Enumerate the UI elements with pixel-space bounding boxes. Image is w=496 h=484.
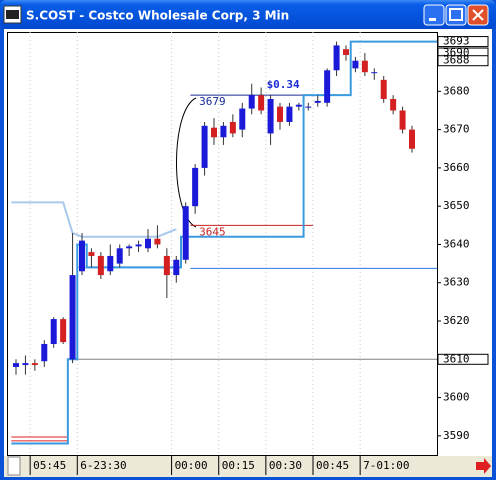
- y-tick-label: 3680: [443, 84, 470, 97]
- x-tick-label: 7-01:00: [363, 459, 409, 472]
- y-tick-label: 3630: [443, 276, 470, 289]
- scroll-arrow[interactable]: [476, 458, 491, 474]
- candle-body: [286, 106, 293, 122]
- candle-body: [371, 72, 378, 74]
- price-marker-label: 3610: [443, 352, 470, 365]
- candle-body: [211, 127, 217, 138]
- candle-body: [41, 343, 48, 362]
- candle-body: [267, 98, 274, 134]
- candle-body: [163, 255, 170, 276]
- candle-body: [135, 244, 142, 247]
- candle-body: [145, 238, 151, 249]
- candle-body: [305, 106, 312, 108]
- candle-body: [399, 110, 406, 130]
- level-label: 3679: [199, 95, 226, 108]
- candle-body: [295, 104, 302, 107]
- candle-body: [277, 106, 283, 122]
- y-tick-label: 3640: [443, 237, 470, 250]
- candle-body: [239, 108, 246, 130]
- annotation: $0.34: [267, 78, 300, 91]
- candle-body: [333, 45, 340, 71]
- candle-body: [31, 363, 38, 366]
- candle-body: [126, 246, 133, 249]
- price-marker-box: [437, 55, 489, 67]
- candle-body: [258, 95, 265, 111]
- candle-body: [116, 248, 123, 264]
- y-tick-label: 3660: [443, 161, 470, 174]
- candle-body: [60, 319, 67, 343]
- x-tick-label: 6-23:30: [80, 459, 126, 472]
- scroll-thumb[interactable]: [7, 456, 21, 476]
- candle-body: [314, 100, 321, 103]
- candle-body: [50, 319, 57, 344]
- level-label: 3645: [199, 225, 226, 238]
- candle-body: [390, 98, 397, 111]
- price-marker-box: [437, 36, 489, 48]
- y-tick-label: 3600: [443, 391, 470, 404]
- title-bar: [0, 0, 496, 29]
- candle-body: [248, 95, 255, 109]
- x-tick-label: 00:00: [175, 459, 208, 472]
- candle-body: [352, 60, 359, 69]
- x-tick-label: 00:30: [269, 459, 302, 472]
- x-tick-label: 00:15: [222, 459, 255, 472]
- candle-body: [343, 49, 349, 55]
- minimize-glyph: [429, 18, 436, 21]
- price-marker-label: 3693: [443, 35, 470, 48]
- candle-body: [409, 129, 415, 149]
- y-tick-label: 3650: [443, 199, 470, 212]
- window-buttons[interactable]: [423, 4, 489, 26]
- candle-body: [229, 121, 236, 134]
- candle-body: [88, 252, 95, 256]
- overlay-line: [11, 40, 437, 445]
- candle-body: [192, 167, 199, 207]
- candle-body: [220, 125, 227, 138]
- price-marker-box: [437, 353, 489, 365]
- y-tick-label: 3590: [443, 429, 470, 442]
- price-marker-label: 3688: [443, 54, 470, 67]
- candle-body: [107, 255, 114, 272]
- candle-body: [79, 240, 85, 272]
- x-axis-strip: [4, 456, 492, 477]
- candle-body: [22, 363, 29, 366]
- candle-body: [361, 60, 368, 73]
- candle-body: [201, 125, 208, 168]
- window-title: S.COST - Costco Wholesale Corp, 3 Min: [26, 9, 289, 23]
- candle-body: [97, 255, 104, 276]
- candle-body: [380, 79, 387, 99]
- y-tick-label: 3670: [443, 123, 470, 136]
- candle-body: [324, 70, 331, 103]
- candle-body: [69, 275, 76, 360]
- close-glyph: [472, 9, 484, 21]
- candle-body: [173, 259, 180, 276]
- candle-body: [154, 238, 161, 245]
- x-tick-label: 05:45: [33, 459, 66, 472]
- maximize-glyph: [449, 8, 463, 21]
- minimize-button[interactable]: [423, 4, 445, 26]
- x-tick-label: 00:45: [316, 459, 349, 472]
- candle-body: [13, 363, 19, 367]
- y-tick-label: 3620: [443, 314, 470, 327]
- candle-body: [182, 206, 189, 260]
- app-icon-glyph: [6, 10, 19, 19]
